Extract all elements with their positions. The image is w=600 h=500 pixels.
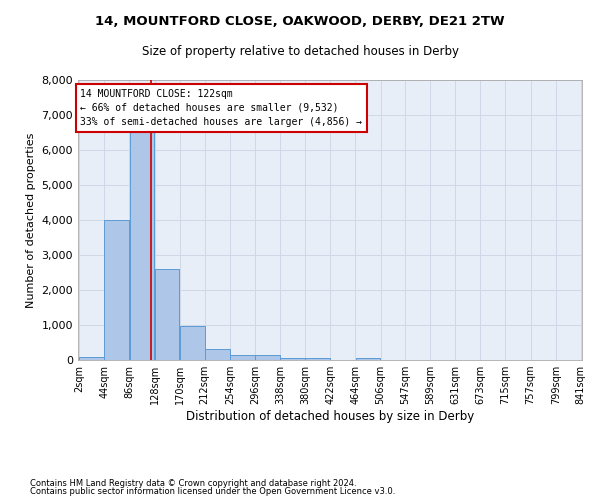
Text: 14, MOUNTFORD CLOSE, OAKWOOD, DERBY, DE21 2TW: 14, MOUNTFORD CLOSE, OAKWOOD, DERBY, DE2… [95,15,505,28]
Bar [180,326,205,360]
Bar [104,220,129,360]
Text: Size of property relative to detached houses in Derby: Size of property relative to detached ho… [142,45,458,58]
X-axis label: Distribution of detached houses by size in Derby: Distribution of detached houses by size … [186,410,474,423]
Text: Contains HM Land Registry data © Crown copyright and database right 2024.: Contains HM Land Registry data © Crown c… [30,478,356,488]
Bar [356,358,380,360]
Bar [79,358,104,360]
Y-axis label: Number of detached properties: Number of detached properties [26,132,36,308]
Bar [230,355,255,360]
Bar [305,358,330,360]
Bar [205,349,230,360]
Bar [255,356,280,360]
Text: 14 MOUNTFORD CLOSE: 122sqm
← 66% of detached houses are smaller (9,532)
33% of s: 14 MOUNTFORD CLOSE: 122sqm ← 66% of deta… [80,89,362,126]
Bar [280,358,305,360]
Bar [155,269,179,360]
Bar [130,130,154,360]
Text: Contains public sector information licensed under the Open Government Licence v3: Contains public sector information licen… [30,487,395,496]
